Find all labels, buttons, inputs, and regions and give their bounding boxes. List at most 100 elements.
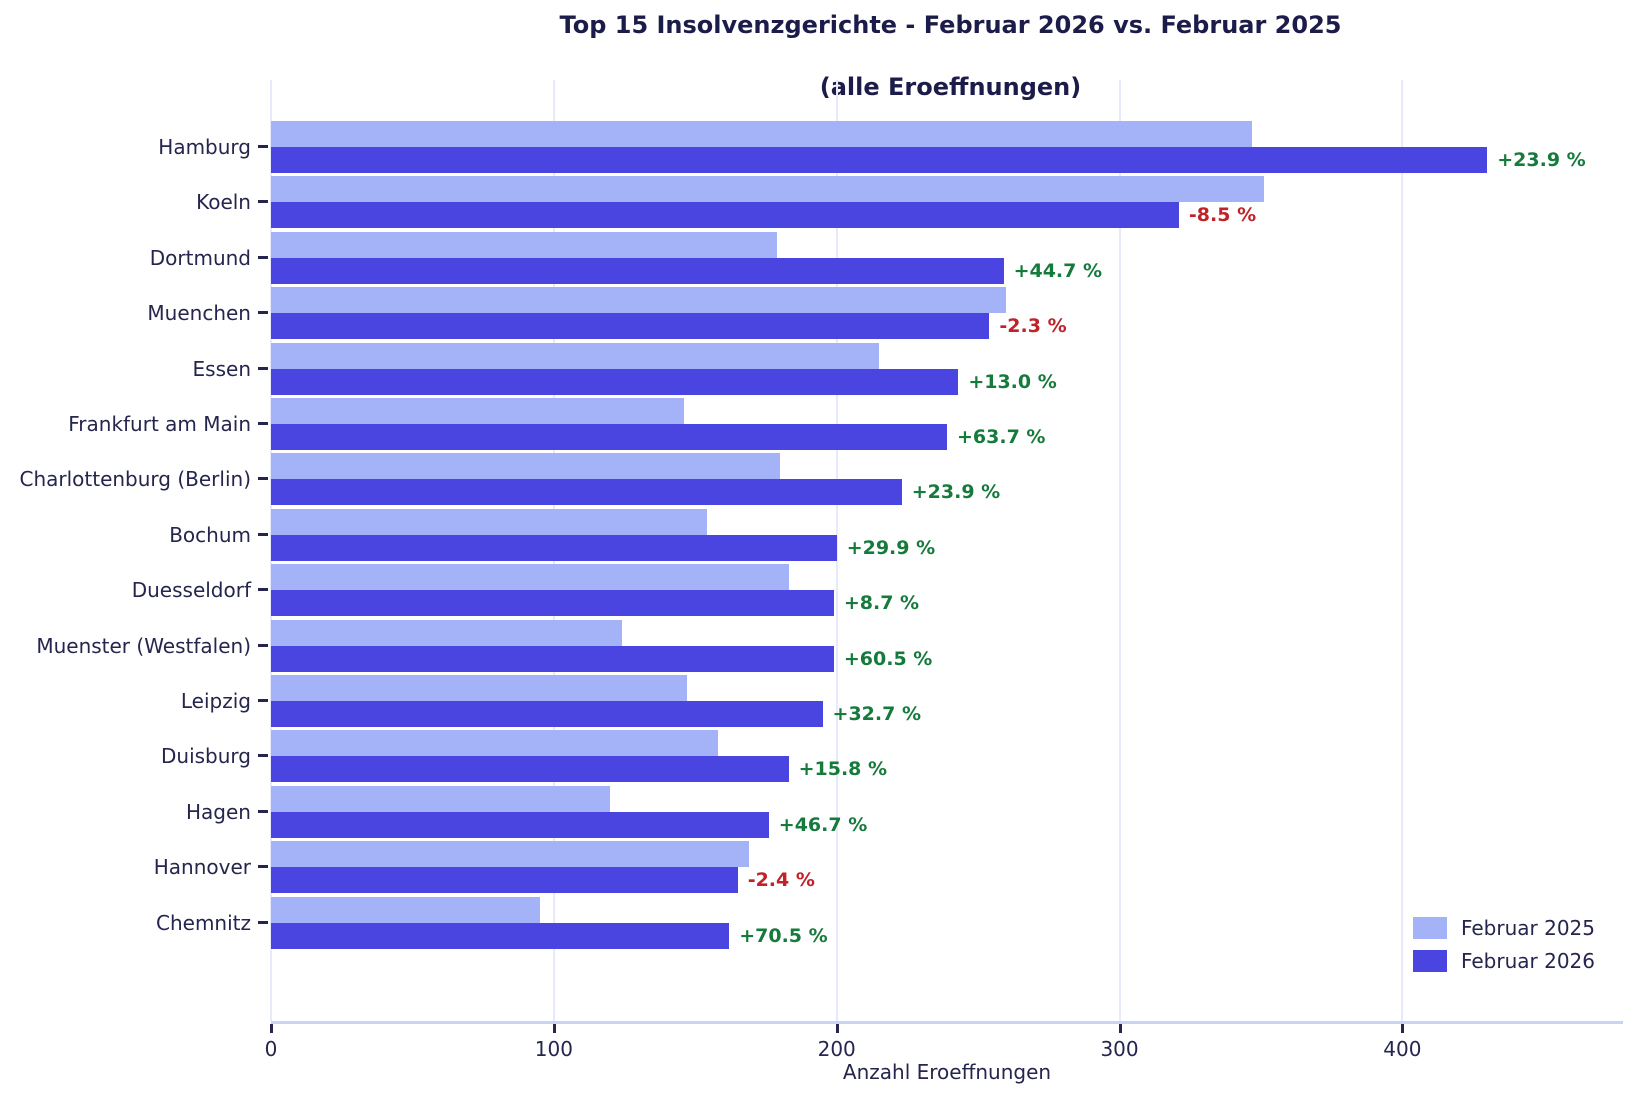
legend-swatch-feb-2026 [1412, 950, 1447, 972]
bar-februar-2025-bochum [271, 508, 707, 535]
x-tick-mark-0 [270, 1024, 273, 1033]
bar-februar-2025-muenster-westfalen [271, 619, 622, 646]
y-tick-mark-duesseldorf [258, 588, 268, 592]
x-tick-label-300: 300 [1100, 1037, 1139, 1061]
pct-change-label-hannover: -2.4 % [747, 869, 815, 892]
bar-group-charlottenburg-berlin: Charlottenburg (Berlin) +23.9 % [19, 453, 1623, 506]
y-label-hamburg: Hamburg [158, 135, 251, 159]
bar-februar-2025-charlottenburg-berlin [271, 453, 781, 480]
bar-group-hannover: Hannover -2.4 % [154, 841, 1623, 894]
y-label-frankfurt-am-main: Frankfurt am Main [68, 412, 251, 436]
y-label-koeln: Koeln [196, 190, 251, 215]
pct-change-label-frankfurt-am-main: +63.7 % [957, 426, 1046, 448]
bar-februar-2025-dortmund [271, 231, 778, 258]
pct-change-label-koeln: -8.5 % [1188, 204, 1257, 227]
x-axis-label: Anzahl Eroeffnungen [842, 1060, 1052, 1084]
x-tick-label-100: 100 [534, 1037, 573, 1061]
y-tick-mark-hannover [258, 865, 268, 869]
pct-change-label-duesseldorf: +8.7 % [843, 592, 920, 615]
bar-februar-2026-chemnitz [271, 922, 730, 949]
y-label-muenster-westfalen: Muenster (Westfalen) [36, 633, 251, 658]
y-label-dortmund: Dortmund [149, 245, 251, 270]
y-label-bochum: Bochum [169, 522, 251, 547]
y-tick-mark-leipzig [258, 699, 268, 702]
bar-februar-2025-essen [271, 342, 880, 369]
bar-februar-2026-duesseldorf [271, 590, 834, 617]
x-tick-label-400: 400 [1383, 1037, 1422, 1061]
bar-februar-2025-koeln [271, 176, 1264, 203]
bar-group-koeln: Koeln -8.5 % [196, 176, 1623, 229]
y-label-hannover: Hannover [153, 855, 251, 880]
bar-februar-2026-muenchen [271, 313, 990, 340]
y-label-duesseldorf: Duesseldorf [131, 578, 251, 603]
gridline-x-300 [1118, 80, 1121, 1021]
bar-februar-2025-leipzig [271, 675, 687, 701]
bar-februar-2026-frankfurt-am-main [271, 424, 947, 450]
bar-group-essen: Essen +13.0 % [193, 342, 1623, 395]
bar-februar-2026-hannover [271, 867, 738, 894]
y-tick-mark-essen [258, 366, 268, 370]
pct-change-label-muenchen: -2.3 % [999, 315, 1067, 338]
pct-change-label-duisburg: +15.8 % [798, 758, 888, 781]
pct-change-label-hagen: +46.7 % [778, 813, 868, 836]
chart-title-line2: (alle Eroeffnungen) [819, 73, 1082, 101]
gridline-x-200 [835, 80, 838, 1021]
x-tick-label-0: 0 [264, 1037, 278, 1061]
y-tick-mark-hamburg [258, 145, 268, 148]
y-label-hagen: Hagen [186, 799, 251, 824]
y-label-essen: Essen [192, 356, 251, 381]
pct-change-label-leipzig: +32.7 % [832, 703, 921, 725]
pct-change-label-charlottenburg-berlin: +23.9 % [911, 481, 1001, 504]
pct-change-label-essen: +13.0 % [968, 370, 1057, 393]
plot-area: Februar 2025 Februar 2026 0 100 200 300 400 H… [19, 80, 1623, 1061]
bar-group-chemnitz: Chemnitz +70.5 % [156, 896, 1623, 949]
y-tick-mark-bochum [258, 532, 268, 536]
y-label-chemnitz: Chemnitz [156, 910, 251, 935]
y-tick-mark-charlottenburg-berlin [258, 477, 268, 481]
bar-februar-2025-chemnitz [271, 896, 540, 923]
bar-group-muenchen: Muenchen -2.3 % [147, 287, 1623, 340]
bar-februar-2026-leipzig [271, 701, 823, 727]
x-tick-label-200: 200 [817, 1037, 856, 1061]
bar-februar-2025-duesseldorf [271, 564, 789, 591]
x-tick-mark-400 [1401, 1024, 1405, 1033]
chart-title-line1: Top 15 Insolvenzgerichte - Februar 2026 … [559, 11, 1342, 39]
bar-group-duesseldorf: Duesseldorf +8.7 % [132, 564, 1623, 617]
bar-februar-2026-dortmund [271, 257, 1004, 284]
pct-change-label-dortmund: +44.7 % [1013, 259, 1103, 282]
bar-februar-2026-hamburg [271, 147, 1488, 173]
bar-group-hagen: Hagen +46.7 % [186, 785, 1623, 838]
bar-februar-2025-duisburg [271, 730, 718, 757]
bar-group-frankfurt-am-main: Frankfurt am Main +63.7 % [68, 398, 1623, 450]
pct-change-label-hamburg: +23.9 % [1497, 149, 1586, 171]
bar-februar-2025-hagen [271, 785, 611, 812]
pct-change-label-muenster-westfalen: +60.5 % [843, 647, 933, 670]
y-label-leipzig: Leipzig [180, 689, 251, 713]
bar-februar-2025-hannover [271, 841, 749, 868]
bar-februar-2026-duisburg [271, 756, 789, 783]
y-label-charlottenburg-berlin: Charlottenburg (Berlin) [19, 467, 251, 492]
bar-februar-2026-essen [271, 368, 959, 395]
bar-group-dortmund: Dortmund +44.7 % [150, 231, 1623, 284]
y-tick-mark-hagen [258, 809, 268, 813]
y-tick-mark-koeln [258, 200, 268, 204]
x-tick-mark-300 [1118, 1024, 1122, 1033]
bar-februar-2025-frankfurt-am-main [271, 398, 684, 424]
y-tick-mark-chemnitz [258, 920, 268, 924]
bar-februar-2026-koeln [271, 202, 1179, 229]
bar-februar-2026-charlottenburg-berlin [271, 479, 902, 506]
y-tick-mark-muenster-westfalen [258, 643, 268, 647]
bar-februar-2026-muenster-westfalen [271, 645, 834, 672]
y-tick-mark-muenchen [258, 311, 268, 315]
bar-group-muenster-westfalen: Muenster (Westfalen) +60.5 % [36, 619, 1623, 672]
bar-februar-2026-hagen [271, 811, 769, 838]
legend-item-feb-2026: Februar 2026 [1412, 949, 1595, 973]
y-tick-mark-dortmund [258, 255, 268, 259]
bar-group-leipzig: Leipzig +32.7 % [181, 675, 1623, 727]
legend-label-feb-2025: Februar 2025 [1460, 916, 1595, 940]
legend-item-feb-2025: Februar 2025 [1412, 916, 1595, 940]
y-label-duisburg: Duisburg [161, 744, 251, 769]
gridline-x-400 [1401, 80, 1404, 1021]
pct-change-label-bochum: +29.9 % [846, 536, 936, 559]
